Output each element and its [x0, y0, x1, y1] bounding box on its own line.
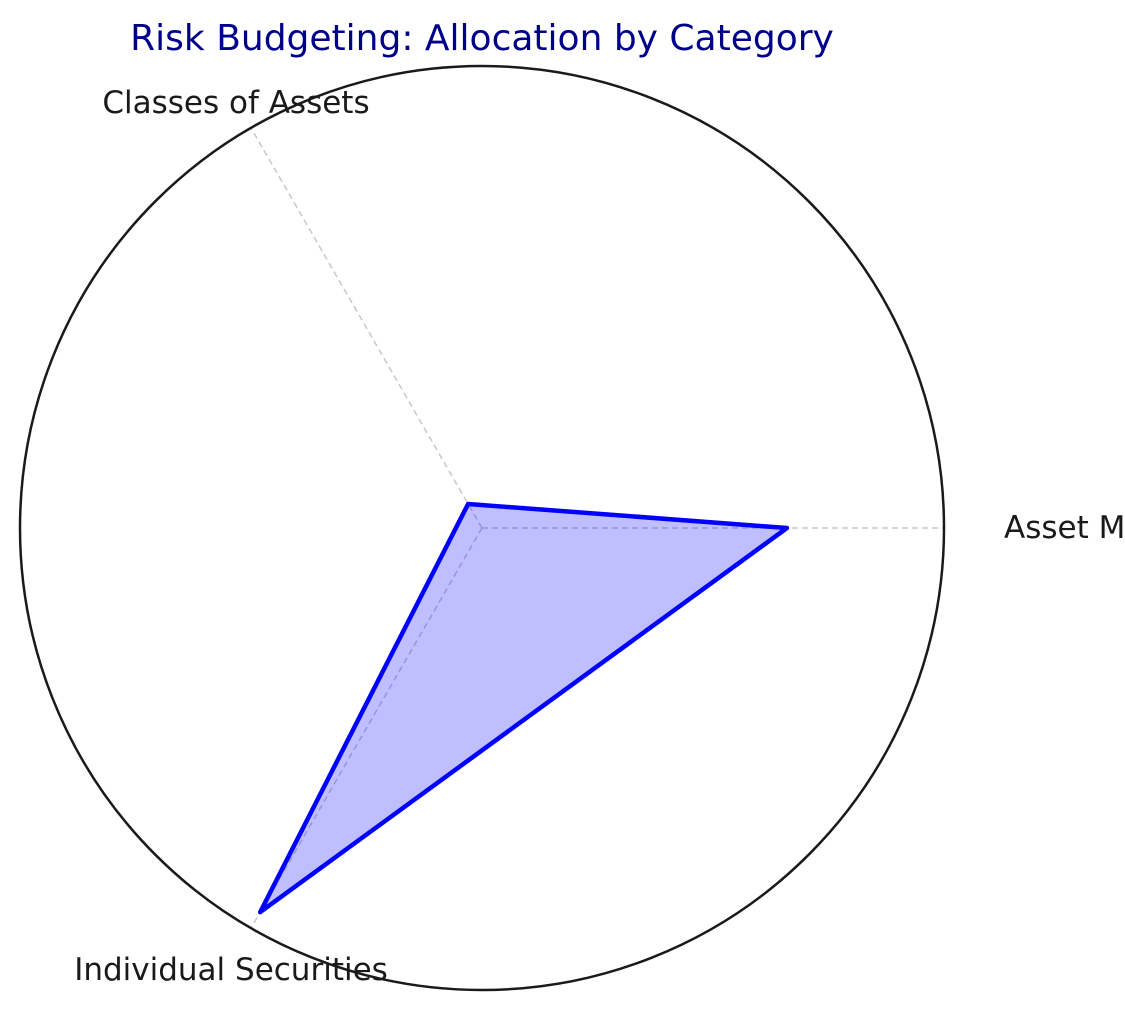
series-area	[260, 504, 787, 913]
radar-category-labels: Asset Managers Classes of Assets Individua…	[74, 85, 1125, 988]
chart-title: Risk Budgeting: Allocation by Category	[130, 18, 834, 59]
category-label: Individual Securities	[74, 952, 388, 988]
radar-outer-circle	[18, 64, 946, 992]
category-label: Classes of Assets	[102, 85, 369, 121]
data-point-0	[784, 526, 789, 530]
data-point-2	[258, 910, 263, 915]
category-label: Asset Managers	[1004, 510, 1125, 546]
radar-spoke	[250, 527, 483, 929]
series-line	[257, 501, 790, 915]
radar-series-layer	[257, 501, 790, 915]
data-point-1	[466, 501, 471, 506]
radar-spoke	[250, 127, 483, 529]
radar-spokes	[250, 127, 944, 929]
